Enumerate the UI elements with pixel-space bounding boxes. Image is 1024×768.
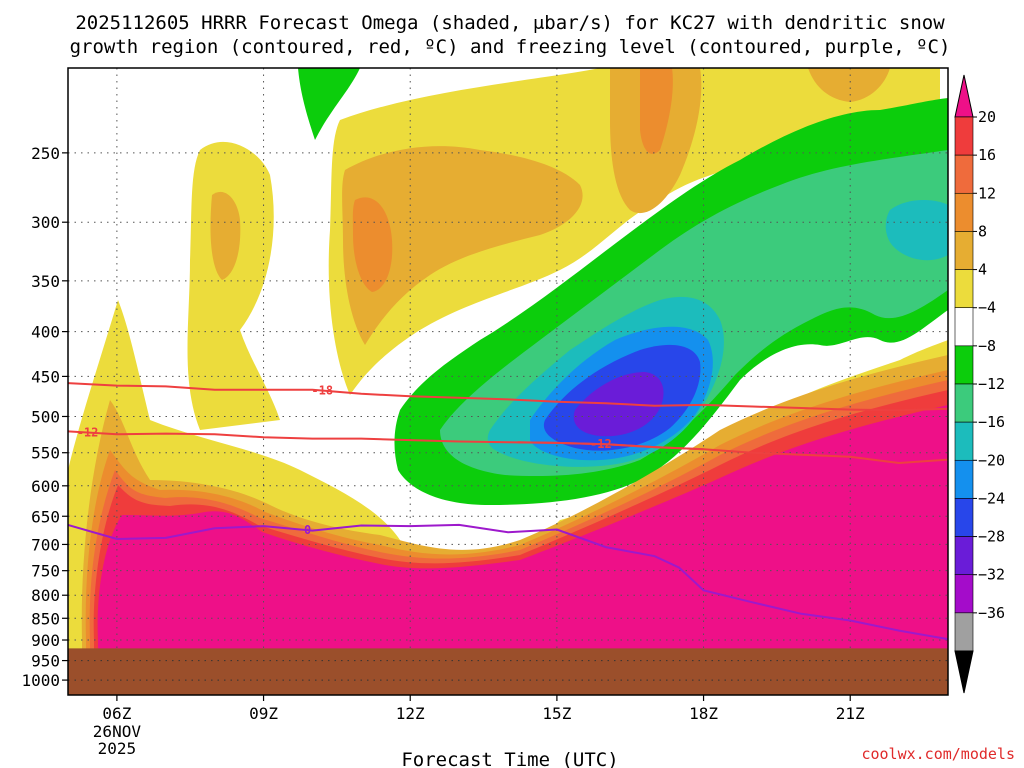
colorbar-label-8: −16 (978, 413, 1005, 431)
x-axis-title: Forecast Time (UTC) (401, 749, 618, 768)
omega-band-plus12-b (640, 68, 673, 154)
contour-label-3: 0 (304, 523, 311, 537)
y-tick-label-850: 850 (31, 609, 60, 628)
colorbar-label-0: 20 (978, 108, 996, 126)
contour-line-3 (68, 523, 948, 641)
colorbar-label-7: −12 (978, 375, 1005, 393)
omega-band-minus4-north (298, 68, 360, 140)
y-tick-label-450: 450 (31, 367, 60, 386)
colorbar-label-12: −32 (978, 566, 1005, 584)
y-tick-label-550: 550 (31, 444, 60, 463)
colorbar-bin-3 (954, 192, 974, 232)
y-tick-label-1000: 1000 (21, 671, 60, 690)
x-tick-year-06Z: 2025 (98, 739, 137, 758)
plot-area: -18 -12 -12 0 (68, 68, 948, 695)
y-tick-label-350: 350 (31, 272, 60, 291)
colorbar-label-9: −20 (978, 451, 1005, 469)
ground-terrain (68, 648, 948, 695)
omega-band-minus12-east (885, 200, 948, 261)
contour-line-2 (517, 441, 704, 451)
colorbar-bin-5 (954, 269, 974, 309)
x-tick-label-18Z: 18Z (689, 704, 718, 723)
colorbar-bin-9 (954, 421, 974, 461)
contour-label-0: -18 (311, 384, 333, 398)
colorbar-bin-10 (954, 459, 974, 499)
colorbar-label-4: 4 (978, 261, 987, 279)
y-axis: 250 300 350 400 450 500 550 600 650 700 750 800 850 9… (21, 144, 68, 690)
chart-title-line-2: growth region (contoured, red, ºC) and f… (70, 36, 951, 58)
colorbar-label-11: −28 (978, 528, 1005, 546)
x-tick-label-12Z: 12Z (396, 704, 425, 723)
colorbar-label-10: −24 (978, 489, 1005, 507)
x-tick-label-21Z: 21Z (836, 704, 865, 723)
colorbar: 20 16 12 8 4 −4 −8 −12 −16 −20 −24 −28 −32 −36 (954, 74, 1005, 694)
contour-line-0 (68, 382, 948, 412)
omega-band-plus8-west (210, 191, 241, 280)
y-tick-label-700: 700 (31, 535, 60, 554)
colorbar-bin-8 (954, 383, 974, 423)
omega-band-lower-max (97, 405, 948, 660)
y-tick-label-250: 250 (31, 144, 60, 163)
contour-label-2: -12 (590, 437, 612, 451)
contour-layer: -18 -12 -12 0 (68, 382, 948, 641)
colorbar-bin-6 (954, 307, 974, 347)
colorbar-bin-12 (954, 536, 974, 576)
grid (68, 68, 948, 695)
omega-band-plus12-a (352, 197, 393, 292)
y-tick-label-900: 900 (31, 631, 60, 650)
colorbar-bin-4 (954, 231, 974, 270)
y-tick-label-600: 600 (31, 477, 60, 496)
colorbar-label-3: 8 (978, 222, 987, 240)
x-tick-label-06Z: 06Z (102, 704, 131, 723)
colorbar-bottom-arrow (954, 650, 974, 694)
colorbar-label-2: 12 (978, 184, 996, 202)
colorbar-bin-14 (954, 612, 974, 652)
x-tick-date-06Z: 26NOV (93, 722, 142, 741)
omega-band-plus4-west (187, 141, 280, 430)
contour-line-1 (68, 430, 948, 465)
colorbar-label-5: −4 (978, 299, 996, 317)
colorbar-bin-7 (954, 345, 974, 385)
y-tick-label-750: 750 (31, 562, 60, 581)
x-tick-label-15Z: 15Z (542, 704, 571, 723)
y-tick-label-950: 950 (31, 652, 60, 671)
y-tick-label-400: 400 (31, 323, 60, 342)
colorbar-bin-13 (954, 574, 974, 614)
colorbar-bin-1 (954, 116, 974, 156)
colorbar-label-13: −36 (978, 604, 1005, 622)
y-tick-label-500: 500 (31, 407, 60, 426)
y-tick-label-800: 800 (31, 586, 60, 605)
plot-frame (67, 67, 949, 696)
colorbar-top-arrow (954, 74, 974, 118)
omega-band-plus8-ne (808, 68, 890, 102)
y-tick-label-300: 300 (31, 213, 60, 232)
colorbar-bin-11 (954, 498, 974, 537)
colorbar-bin-2 (954, 154, 974, 194)
colorbar-label-1: 16 (978, 146, 996, 164)
omega-band-plus8-north (342, 146, 583, 345)
contour-label-1: -12 (77, 426, 99, 440)
x-tick-label-09Z: 09Z (249, 704, 278, 723)
chart-title-line-1: 2025112605 HRRR Forecast Omega (shaded, … (75, 12, 945, 34)
y-tick-label-650: 650 (31, 507, 60, 526)
credit-text[interactable]: coolwx.com/models (861, 745, 1015, 763)
colorbar-label-6: −8 (978, 337, 996, 355)
